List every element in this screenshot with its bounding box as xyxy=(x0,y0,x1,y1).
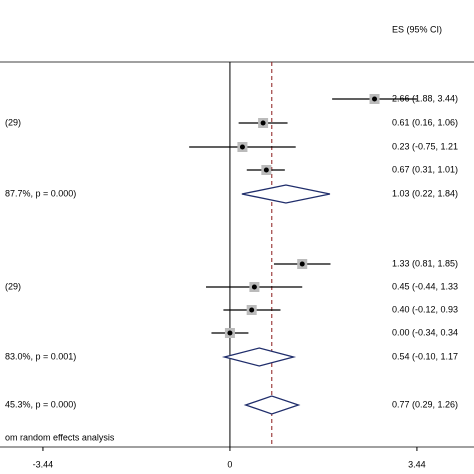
es-label: 0.67 (0.31, 1.01) xyxy=(392,164,458,174)
pooled-diamond xyxy=(241,184,331,204)
es-label: 1.33 (0.81, 1.85) xyxy=(392,258,458,268)
pooled-diamond xyxy=(243,395,301,415)
row-label: 87.7%, p = 0.000) xyxy=(5,188,76,198)
row-label: 45.3%, p = 0.000) xyxy=(5,399,76,409)
es-label: 0.23 (-0.75, 1.21 xyxy=(392,141,458,151)
point-estimate xyxy=(372,96,378,102)
row-label: (29) xyxy=(5,117,21,127)
row-label: (29) xyxy=(5,281,21,291)
point-estimate xyxy=(251,284,257,290)
es-label: 0.54 (-0.10, 1.17 xyxy=(392,351,458,361)
point-estimate xyxy=(249,307,255,313)
es-label: 0.40 (-0.12, 0.93 xyxy=(392,304,458,314)
point-estimate xyxy=(299,261,305,267)
point-estimate xyxy=(239,144,245,150)
es-header: ES (95% CI) xyxy=(392,24,442,34)
x-tick-label: 3.44 xyxy=(408,459,426,469)
es-label: 0.00 (-0.34, 0.34 xyxy=(392,327,458,337)
x-tick-label: -3.44 xyxy=(33,459,54,469)
row-label: 83.0%, p = 0.001) xyxy=(5,351,76,361)
footer-note: om random effects analysis xyxy=(5,432,115,442)
es-label: 2.66 (1.88, 3.44) xyxy=(392,93,458,103)
es-label: 0.61 (0.16, 1.06) xyxy=(392,117,458,127)
pooled-diamond xyxy=(221,347,297,367)
es-label: 0.45 (-0.44, 1.33 xyxy=(392,281,458,291)
point-estimate xyxy=(227,330,233,336)
es-label: 0.77 (0.29, 1.26) xyxy=(392,399,458,409)
point-estimate xyxy=(263,167,269,173)
x-tick-label: 0 xyxy=(227,459,232,469)
point-estimate xyxy=(260,120,266,126)
es-label: 1.03 (0.22, 1.84) xyxy=(392,188,458,198)
